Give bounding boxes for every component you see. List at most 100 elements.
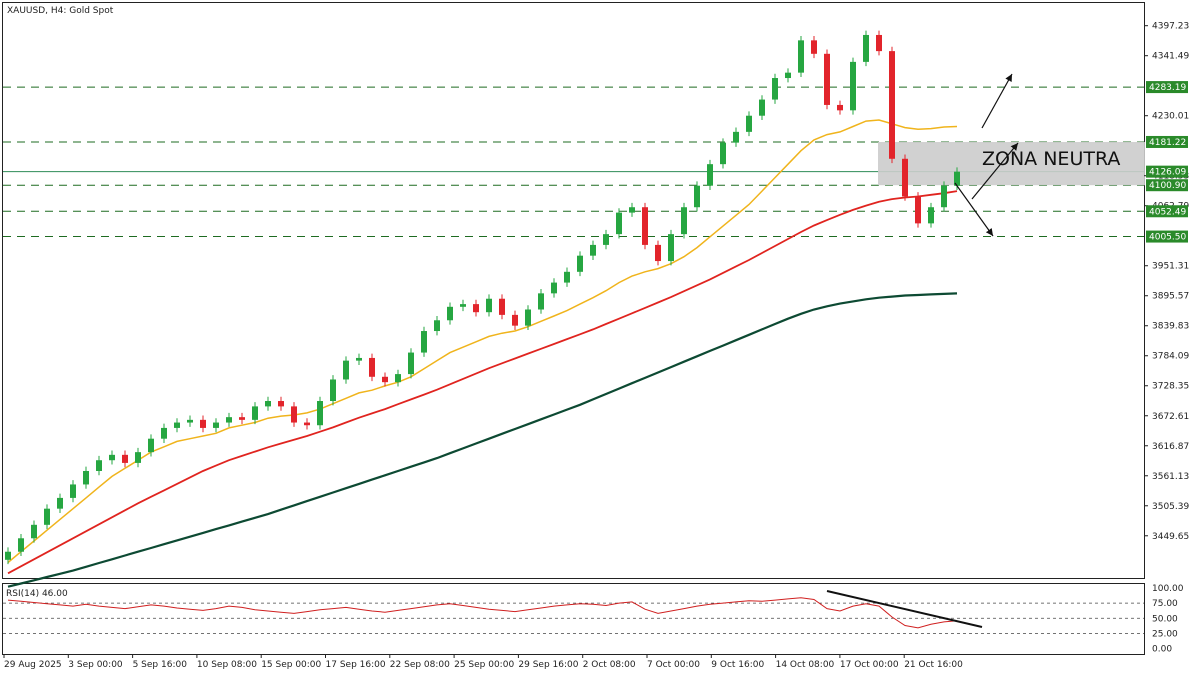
rsi-tick-label: 0.00 xyxy=(1152,645,1172,655)
current-price-label: 4126.09 xyxy=(1149,168,1186,178)
price-tick-label: 3616.87 xyxy=(1152,442,1189,452)
candle xyxy=(148,434,154,457)
candle xyxy=(239,412,245,425)
time-tick-label: 29 Sep 16:00 xyxy=(518,660,578,670)
candle xyxy=(304,418,310,430)
candle xyxy=(746,111,752,137)
rsi-tick-label: 25.00 xyxy=(1152,629,1178,639)
candle xyxy=(44,504,50,530)
candle xyxy=(330,375,336,406)
candle xyxy=(837,100,843,115)
time-tick-label: 21 Oct 16:00 xyxy=(904,660,963,670)
rsi-tick-label: 50.00 xyxy=(1152,614,1178,624)
candle xyxy=(915,192,921,228)
rsi-trendline xyxy=(826,590,983,628)
candle xyxy=(798,36,804,77)
rsi-pane xyxy=(2,583,1145,655)
candle xyxy=(785,68,791,83)
candle xyxy=(135,447,141,468)
time-tick-label: 22 Sep 08:00 xyxy=(390,660,450,670)
candle xyxy=(694,181,700,212)
candle xyxy=(720,138,726,169)
arrow-retest-up xyxy=(971,142,1019,200)
time-tick-label: 2 Oct 08:00 xyxy=(583,660,636,670)
level-badge: 4052.49 xyxy=(1146,205,1188,218)
candle xyxy=(356,353,362,365)
candle xyxy=(941,181,947,212)
candle xyxy=(460,299,466,312)
candle xyxy=(850,57,856,115)
candle xyxy=(876,30,882,56)
candle xyxy=(733,127,739,147)
candle xyxy=(395,369,401,387)
arrow-breakdown xyxy=(954,182,994,237)
level-badge-label: 4181.22 xyxy=(1149,138,1186,148)
time-tick-label: 14 Oct 08:00 xyxy=(776,660,835,670)
level-badge-label: 4052.49 xyxy=(1149,207,1186,217)
candle xyxy=(57,493,63,513)
time-tick-label: 3 Sep 00:00 xyxy=(68,660,123,670)
level-badge: 4005.50 xyxy=(1146,230,1188,243)
candle xyxy=(421,326,427,357)
candle xyxy=(343,356,349,384)
candle xyxy=(174,418,180,433)
candle xyxy=(681,202,687,239)
candle xyxy=(590,240,596,260)
time-tick-label: 25 Sep 00:00 xyxy=(454,660,514,670)
candle xyxy=(538,289,544,314)
candle xyxy=(434,315,440,336)
level-badge-label: 4005.50 xyxy=(1149,233,1186,243)
time-tick-label: 10 Sep 08:00 xyxy=(197,660,257,670)
level-badge-label: 4283.19 xyxy=(1149,83,1186,93)
time-tick-label: 15 Sep 00:00 xyxy=(261,660,321,670)
price-tick-label: 3895.57 xyxy=(1152,292,1189,302)
candle xyxy=(655,240,661,266)
ma-fast-line xyxy=(7,119,958,564)
price-tick-label: 3561.13 xyxy=(1152,472,1189,482)
level-badge-label: 4100.90 xyxy=(1149,181,1186,191)
candle xyxy=(473,299,479,317)
price-tick-label: 3672.61 xyxy=(1152,412,1189,422)
price-tick-label: 3839.83 xyxy=(1152,322,1189,332)
candle xyxy=(213,418,219,433)
price-tick-label: 3449.65 xyxy=(1152,532,1189,542)
candle xyxy=(447,302,453,325)
arrow-breakout-up xyxy=(981,73,1013,129)
candle xyxy=(5,547,11,565)
price-tick-label: 4341.49 xyxy=(1152,52,1189,62)
candle xyxy=(70,480,76,503)
ma-slow-line xyxy=(7,292,958,588)
candle xyxy=(31,520,37,543)
ma-mid-line xyxy=(7,190,958,575)
candle xyxy=(109,450,115,465)
candle xyxy=(577,251,583,277)
candle xyxy=(252,402,258,425)
rsi-tick-label: 100.00 xyxy=(1152,584,1184,594)
candle xyxy=(278,396,284,411)
candle xyxy=(83,466,89,489)
candle xyxy=(811,36,817,59)
candle xyxy=(291,402,297,427)
price-tick-label: 3784.09 xyxy=(1152,352,1189,362)
price-tick-label: 4230.01 xyxy=(1152,112,1189,122)
candle xyxy=(512,310,518,330)
candle xyxy=(499,294,505,320)
candle xyxy=(187,415,193,427)
zone-label: ZONA NEUTRA xyxy=(982,148,1120,170)
time-tick-label: 17 Oct 00:00 xyxy=(840,660,899,670)
level-badge: 4283.19 xyxy=(1146,81,1188,94)
time-tick-label: 29 Aug 2025 xyxy=(4,660,62,670)
candle xyxy=(408,348,414,379)
price-tick-label: 3505.39 xyxy=(1152,502,1189,512)
level-badge: 4100.90 xyxy=(1146,179,1188,192)
candle xyxy=(200,415,206,433)
candle xyxy=(707,159,713,190)
candle xyxy=(226,412,232,427)
candle xyxy=(551,278,557,298)
candle xyxy=(18,533,24,557)
candle xyxy=(824,49,830,110)
price-tick-label: 3728.35 xyxy=(1152,382,1189,392)
symbol-title: XAUUSD, H4: Gold Spot xyxy=(7,6,114,16)
price-tick-label: 4397.23 xyxy=(1152,22,1189,32)
